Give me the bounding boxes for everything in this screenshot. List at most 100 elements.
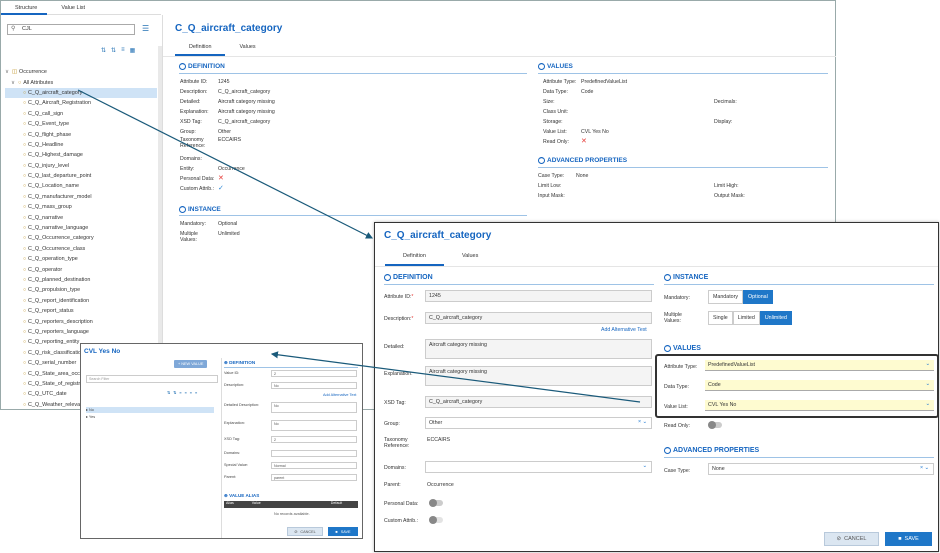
tree-item[interactable]: ○ C_Q_injury_level <box>23 162 70 169</box>
tab-values[interactable]: Values <box>239 44 256 50</box>
single-option[interactable]: Single <box>708 311 733 325</box>
value-save-button[interactable]: ■ SAVE <box>328 527 358 536</box>
definition-header[interactable]: ⌃ DEFINITION <box>179 63 225 70</box>
value-item-no[interactable]: ▸ No <box>86 407 214 413</box>
data-type-select[interactable]: Code ⌄ <box>705 380 934 391</box>
tree-item[interactable]: ○ C_Q_State_area_occ <box>23 370 80 377</box>
tree-item[interactable]: ○ C_Q_narrative <box>23 214 64 221</box>
value-field-input[interactable]: No <box>271 420 357 431</box>
sort-asc-icon[interactable]: ⇅ <box>101 48 107 54</box>
xsd-tag-input[interactable]: C_Q_aircraft_category <box>425 396 652 408</box>
value-field-input[interactable]: parent <box>271 474 357 481</box>
mandatory-option[interactable]: Mandatory <box>708 290 744 304</box>
detailed-input[interactable]: Aircraft category missing <box>425 339 652 359</box>
definition-header[interactable]: ⌃ DEFINITION <box>384 274 433 281</box>
tree-item[interactable]: ○ C_Q_report_identification <box>23 297 90 304</box>
attribute-type-select[interactable]: PredefinedValueList ⌄ <box>705 360 934 371</box>
tree-item[interactable]: ○ C_Q_flight_phase <box>23 131 72 138</box>
tree-item[interactable]: ○ C_Q_reporters_description <box>23 318 93 325</box>
case-type-select[interactable]: None × ⌄ <box>708 463 934 475</box>
values-value: CVL Yes No <box>581 129 609 135</box>
tree-item[interactable]: ○ C_Q_reporters_language <box>23 328 89 335</box>
tree-item[interactable]: ○ C_Q_Occurrence_category <box>23 235 94 242</box>
value-item-yes[interactable]: ▸ Yes <box>86 415 96 419</box>
tree-item[interactable]: ○ C_Q_reporting_entity <box>23 339 80 346</box>
add-alt-text-link[interactable]: Add Alternative Text <box>601 327 647 333</box>
sort-desc-icon[interactable]: ⇅ <box>111 48 117 54</box>
tree-item[interactable]: ○ C_Q_operation_type <box>23 256 78 263</box>
tree-root[interactable]: ∨ ◫ Occurrence <box>5 69 47 76</box>
custom-attrib-toggle[interactable] <box>429 516 443 524</box>
tree-item[interactable]: ○ C_Q_Occurrence_class <box>23 245 86 252</box>
search-input[interactable]: ⚲ CJL <box>7 24 135 35</box>
values-label: Read Only: <box>543 139 569 145</box>
divider <box>538 73 828 74</box>
tree-item[interactable]: ○ C_Q_serial_number <box>23 360 77 367</box>
limited-option[interactable]: Limited <box>732 311 760 325</box>
tree-item[interactable]: ○ C_Q_operator <box>23 266 63 273</box>
input-mask-label: Input Mask: <box>538 193 565 199</box>
value-toolbar-icons[interactable]: ⇅⇅≡≡≡≡ <box>167 391 201 395</box>
tree-item[interactable]: ○ C_Q_Location_name <box>23 183 79 190</box>
tree-item[interactable]: ○ C_Q_Headline <box>23 141 64 148</box>
advanced-header[interactable]: ⌃ ADVANCED PROPERTIES <box>538 157 628 164</box>
tab-value-list[interactable]: Value List <box>61 5 86 11</box>
tab-values[interactable]: Values <box>461 253 479 259</box>
attr-id-input[interactable]: 1245 <box>425 290 652 302</box>
read-only-toggle[interactable] <box>708 421 722 429</box>
detail-tabs: Definition Values <box>175 41 270 56</box>
advanced-header[interactable]: ⌃ ADVANCED PROPERTIES <box>664 447 760 454</box>
tree-item[interactable]: ○ C_Q_planned_destination <box>23 277 91 283</box>
description-input[interactable]: C_Q_aircraft_category <box>425 312 652 324</box>
instance-header[interactable]: ⌃ INSTANCE <box>664 274 709 281</box>
tree-item[interactable]: ○ C_Q_Weather_relevant <box>23 401 85 408</box>
tree-item[interactable]: ○ C_Q_call_sign <box>23 110 64 117</box>
tree-item[interactable]: ○ C_Q_last_departure_point <box>23 173 92 180</box>
save-button[interactable]: ■ SAVE <box>885 532 932 546</box>
tree-item[interactable]: ○ C_Q_aircraft_category <box>5 87 157 99</box>
value-field-input[interactable]: 2 <box>271 436 357 443</box>
unlimited-option[interactable]: Unlimited <box>759 311 792 325</box>
optional-option[interactable]: Optional <box>743 290 773 304</box>
value-search-input[interactable]: Search Filter <box>86 375 218 383</box>
tree-item[interactable]: ○ C_Q_State_of_registry <box>23 380 83 387</box>
tree-all-attributes[interactable]: ∨ ○ All Attributes <box>11 79 54 86</box>
instance-header[interactable]: ⌃ INSTANCE <box>179 206 221 213</box>
new-value-button[interactable]: + NEW VALUE <box>174 360 208 368</box>
value-alias-header[interactable]: ⊕ VALUE ALIAS <box>224 493 260 498</box>
divider <box>375 266 938 267</box>
tree-item[interactable]: ○ C_Q_report_status <box>23 308 74 315</box>
tree-item[interactable]: ○ C_Q_Highest_damage <box>23 152 83 159</box>
tree-item[interactable]: ○ C_Q_UTC_date <box>23 391 67 398</box>
tab-structure[interactable]: Structure <box>1 1 48 15</box>
tree-item[interactable]: ○ C_Q_Aircraft_Registration <box>23 100 91 107</box>
expand-icon[interactable]: ≡ <box>121 47 125 53</box>
value-definition-header[interactable]: ⊕ DEFINITION <box>224 360 256 365</box>
tree-item[interactable]: ○ C_Q_risk_classification <box>23 349 85 356</box>
domains-select[interactable]: ⌄ <box>425 461 652 473</box>
value-cancel-button[interactable]: ⊘ CANCEL <box>287 527 323 536</box>
tree-item[interactable]: ○ C_Q_manufacturer_model <box>23 193 92 200</box>
cancel-button[interactable]: ⊘ CANCEL <box>824 532 879 546</box>
filter-settings-icon[interactable]: ☰ <box>142 24 150 33</box>
value-field-input[interactable]: 2 <box>271 370 357 377</box>
list-icon[interactable]: ▦ <box>129 48 136 54</box>
value-field-input[interactable] <box>271 450 357 457</box>
tree-item[interactable]: ○ C_Q_Event_type <box>23 121 70 128</box>
personal-data-toggle[interactable] <box>429 499 443 507</box>
add-alt-text-link[interactable]: Add Alternative Text <box>323 393 357 397</box>
values-header[interactable]: ⌃ VALUES <box>664 345 701 352</box>
value-list-select[interactable]: CVL Yes No ⌄ <box>705 400 934 411</box>
tree-item[interactable]: ○ C_Q_narrative_language <box>23 225 89 232</box>
tree-item[interactable]: ○ C_Q_propulsion_type <box>23 287 81 294</box>
value-field-input[interactable]: No <box>271 382 357 389</box>
tab-definition[interactable]: Definition <box>175 41 226 56</box>
attribute-icon: ○ <box>23 277 27 283</box>
tab-definition[interactable]: Definition <box>385 250 444 266</box>
tree-item[interactable]: ○ C_Q_mass_group <box>23 204 72 211</box>
values-header[interactable]: ⌃ VALUES <box>538 63 573 70</box>
value-field-input[interactable]: Normal <box>271 462 357 469</box>
value-field-input[interactable]: No <box>271 402 357 413</box>
explanation-input[interactable]: Aircraft category missing <box>425 366 652 386</box>
group-select[interactable]: Other × ⌄ <box>425 417 652 429</box>
